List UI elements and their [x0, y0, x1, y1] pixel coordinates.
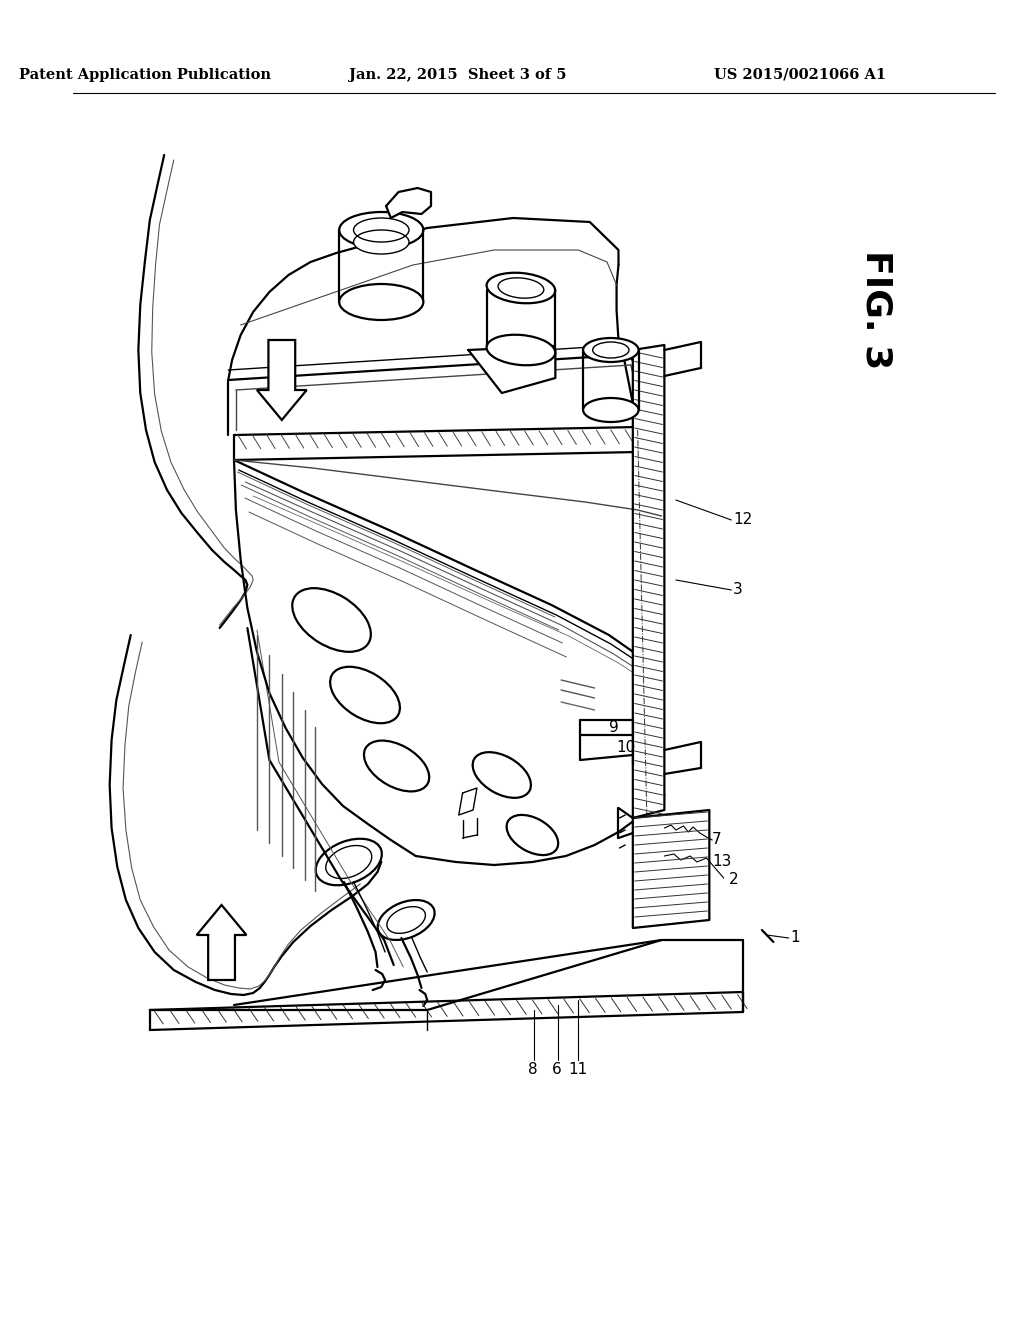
- Ellipse shape: [353, 230, 409, 253]
- Text: 10: 10: [616, 741, 636, 755]
- Ellipse shape: [339, 213, 423, 248]
- Text: 1: 1: [791, 931, 801, 945]
- Text: 13: 13: [713, 854, 731, 870]
- Ellipse shape: [486, 335, 555, 366]
- Polygon shape: [468, 346, 555, 393]
- Text: 11: 11: [568, 1063, 588, 1077]
- Text: 3: 3: [733, 582, 743, 598]
- Polygon shape: [633, 810, 710, 928]
- Polygon shape: [386, 187, 431, 218]
- Text: 8: 8: [527, 1063, 538, 1077]
- Ellipse shape: [583, 399, 639, 422]
- Text: 12: 12: [733, 512, 753, 528]
- Text: Jan. 22, 2015  Sheet 3 of 5: Jan. 22, 2015 Sheet 3 of 5: [349, 69, 566, 82]
- Polygon shape: [633, 345, 665, 818]
- Text: 2: 2: [728, 873, 738, 887]
- Ellipse shape: [339, 284, 423, 319]
- Polygon shape: [459, 788, 477, 814]
- FancyArrow shape: [257, 341, 306, 420]
- Text: US 2015/0021066 A1: US 2015/0021066 A1: [714, 69, 886, 82]
- Text: 6: 6: [552, 1063, 561, 1077]
- Text: 9: 9: [609, 721, 618, 735]
- FancyArrow shape: [197, 906, 247, 979]
- Ellipse shape: [486, 273, 555, 304]
- Text: 7: 7: [713, 833, 722, 847]
- Text: Patent Application Publication: Patent Application Publication: [19, 69, 271, 82]
- Text: FIG. 3: FIG. 3: [860, 251, 894, 370]
- Ellipse shape: [583, 338, 639, 362]
